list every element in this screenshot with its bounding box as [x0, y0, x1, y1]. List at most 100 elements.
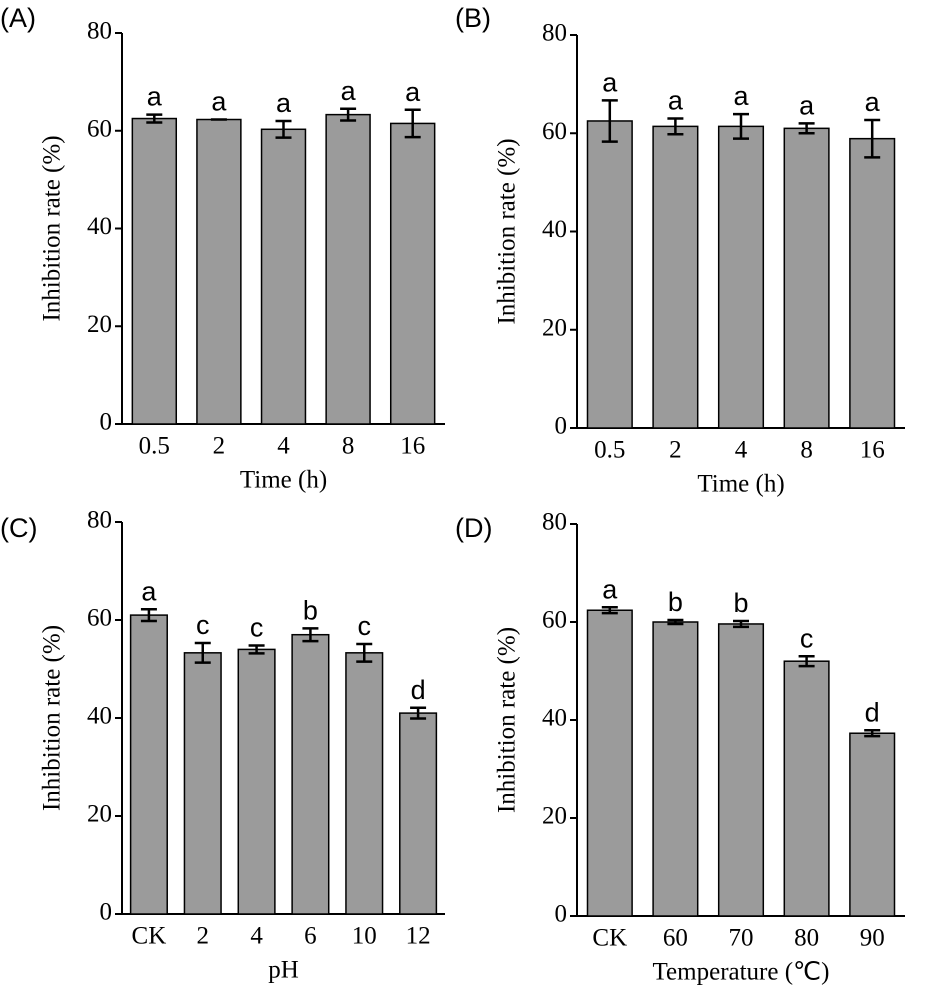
x-tick-label: 60: [663, 925, 688, 952]
error-bar: [667, 117, 684, 136]
y-tick-label: 0: [100, 409, 113, 436]
x-tick-label: 4: [250, 923, 263, 950]
significance-letter: b: [733, 588, 748, 618]
bar: [717, 125, 765, 429]
y-tick-label: 40: [87, 703, 112, 730]
bar: [183, 652, 222, 915]
bar: [849, 732, 896, 917]
significance-letter: d: [865, 697, 880, 727]
error-bar: [864, 118, 881, 159]
bar: [129, 614, 168, 915]
error-bar: [798, 122, 815, 135]
bar: [325, 113, 371, 425]
significance-letter: a: [602, 67, 618, 97]
error-bar: [410, 706, 427, 720]
y-tick-label: 0: [555, 413, 568, 440]
significance-letter: a: [276, 88, 292, 118]
error-bar: [275, 119, 292, 139]
x-tick-label: 6: [304, 923, 317, 950]
significance-letter: a: [668, 86, 684, 116]
bar: [717, 623, 765, 917]
error-bar: [798, 655, 815, 668]
x-tick-label: 16: [860, 437, 885, 464]
significance-letter: b: [303, 595, 318, 625]
x-tick-label: 2: [197, 923, 210, 950]
bar: [399, 712, 438, 915]
bar: [196, 118, 242, 425]
bar: [652, 125, 699, 429]
x-axis-label: pH: [268, 957, 299, 984]
bar: [237, 648, 276, 915]
y-tick-label: 80: [542, 509, 567, 536]
error-bar: [140, 607, 157, 623]
panel-label: (B): [455, 3, 491, 33]
y-tick-label: 20: [542, 314, 567, 341]
x-tick-label: 2: [669, 437, 682, 464]
y-axis-label: Inhibition rate (%): [39, 135, 66, 321]
panel-label: (D): [455, 513, 492, 543]
error-bar: [404, 108, 421, 139]
x-tick-label: 4: [277, 433, 290, 460]
bar: [260, 128, 307, 425]
y-tick-label: 60: [542, 607, 567, 634]
significance-letter: a: [602, 574, 618, 604]
y-tick-label: 20: [542, 803, 567, 830]
significance-letter: a: [147, 82, 163, 112]
significance-letter: c: [358, 611, 372, 641]
y-tick-label: 60: [87, 115, 112, 142]
significance-letter: a: [141, 576, 157, 606]
x-tick-label: 12: [406, 923, 431, 950]
bar: [131, 117, 178, 425]
error-bar: [733, 619, 749, 629]
y-tick-label: 40: [542, 705, 567, 732]
x-tick-label: 70: [729, 925, 754, 952]
x-tick-label: 8: [342, 433, 355, 460]
bar: [783, 127, 830, 429]
significance-letter: a: [865, 87, 881, 117]
bar: [652, 621, 699, 917]
y-axis-label: Inhibition rate (%): [39, 625, 66, 811]
significance-letter: c: [196, 610, 210, 640]
x-tick-label: CK: [592, 925, 627, 952]
significance-letter: c: [800, 623, 814, 653]
x-tick-label: 0.5: [139, 433, 170, 460]
x-axis-label: Time (h): [240, 467, 327, 494]
x-tick-label: 0.5: [594, 437, 625, 464]
error-bar: [601, 99, 618, 143]
x-tick-label: 2: [213, 433, 226, 460]
y-axis-label: Inhibition rate (%): [494, 627, 521, 813]
significance-letter: a: [405, 77, 421, 107]
y-tick-label: 20: [87, 801, 112, 828]
y-tick-label: 80: [542, 20, 567, 47]
panel-label: (A): [0, 3, 36, 33]
y-tick-label: 80: [87, 507, 112, 534]
error-bar: [194, 641, 211, 664]
bar: [389, 122, 436, 425]
y-tick-label: 60: [542, 118, 567, 145]
error-bar: [146, 113, 163, 124]
x-tick-label: 8: [800, 437, 813, 464]
significance-letter: a: [733, 81, 749, 111]
y-tick-label: 40: [87, 213, 112, 240]
error-bar: [667, 618, 684, 626]
significance-letter: a: [341, 76, 357, 106]
x-tick-label: 16: [400, 433, 425, 460]
bar: [291, 633, 330, 915]
x-tick-label: 4: [735, 437, 748, 464]
panel-label: (C): [0, 513, 37, 543]
bar: [783, 660, 830, 917]
error-bar: [340, 107, 357, 122]
error-bar: [356, 642, 373, 663]
error-bar: [302, 627, 319, 643]
x-tick-label: CK: [132, 923, 167, 950]
y-tick-label: 20: [87, 311, 112, 338]
x-tick-label: 90: [860, 925, 885, 952]
significance-letter: a: [211, 87, 227, 117]
y-axis-label: Inhibition rate (%): [494, 138, 521, 324]
x-axis-label: Temperature (℃): [653, 959, 830, 986]
significance-letter: b: [668, 587, 683, 617]
y-tick-label: 0: [100, 899, 113, 926]
significance-letter: c: [250, 613, 264, 643]
y-tick-label: 60: [87, 605, 112, 632]
